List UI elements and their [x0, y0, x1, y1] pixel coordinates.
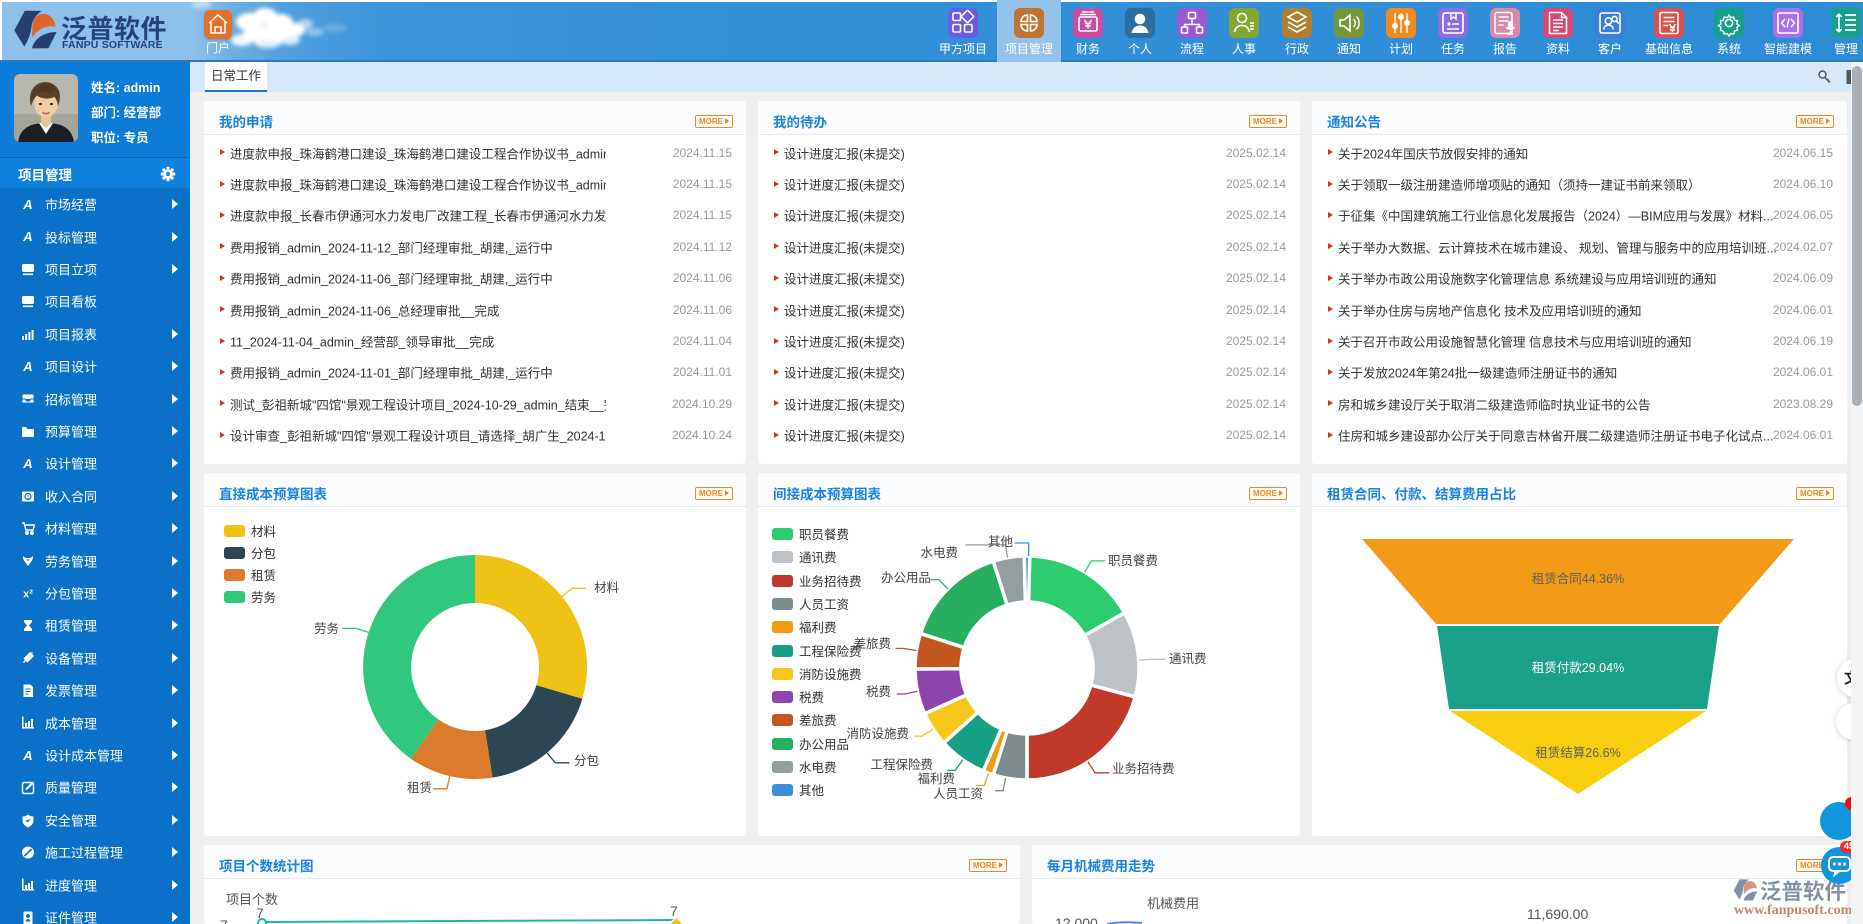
svg-text:业务招待费: 业务招待费 [1112, 761, 1175, 776]
svg-text:工程保险费: 工程保险费 [870, 757, 933, 772]
svg-text:分包: 分包 [574, 754, 599, 768]
svg-text:A: A [22, 456, 32, 471]
svg-text:水电费: 水电费 [920, 546, 958, 560]
svg-text:福利费: 福利费 [917, 771, 955, 786]
svg-text:租赁合同44.36%: 租赁合同44.36% [1532, 571, 1624, 586]
svg-text:A: A [22, 197, 32, 212]
svg-text:泛普软件: 泛普软件 [1760, 880, 1846, 904]
svg-text:其他: 其他 [988, 535, 1014, 549]
svg-text:劳务: 劳务 [314, 621, 339, 636]
svg-text:税费: 税费 [866, 685, 891, 699]
svg-text:租赁结算26.6%: 租赁结算26.6% [1535, 745, 1620, 760]
svg-text:www.fanpusoft.com: www.fanpusoft.com [1734, 903, 1853, 917]
svg-text:差旅费: 差旅费 [853, 637, 891, 651]
svg-text:A: A [22, 359, 32, 374]
svg-text:通讯费: 通讯费 [1169, 652, 1207, 666]
svg-text:职员餐费: 职员餐费 [1108, 553, 1158, 568]
svg-text:A: A [22, 748, 32, 763]
svg-text:消防设施费: 消防设施费 [846, 726, 909, 741]
svg-text:人员工资: 人员工资 [933, 787, 983, 801]
svg-text:办公用品: 办公用品 [881, 570, 931, 585]
svg-text:A: A [22, 229, 32, 244]
svg-text:租赁: 租赁 [407, 781, 432, 795]
svg-text:租赁付款29.04%: 租赁付款29.04% [1532, 661, 1624, 675]
svg-text:1: 1 [26, 494, 29, 500]
svg-text:x²: x² [23, 588, 33, 600]
svg-text:材料: 材料 [594, 581, 620, 595]
